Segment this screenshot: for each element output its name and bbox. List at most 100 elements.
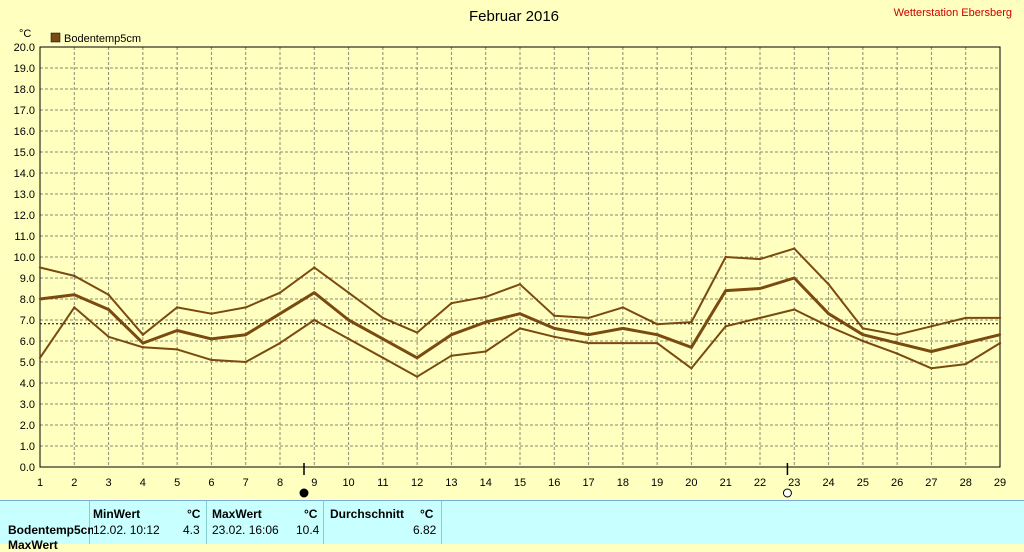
data-point-avg — [587, 333, 590, 336]
x-tick-label: 16 — [548, 477, 560, 489]
data-point-max — [484, 295, 487, 299]
data-point-min — [895, 352, 899, 355]
x-tick-label: 21 — [720, 477, 732, 489]
data-point-max — [793, 247, 796, 250]
stats-divider — [206, 501, 207, 544]
data-point-max — [930, 325, 933, 328]
x-tick-label: 26 — [891, 477, 903, 489]
data-point-avg — [655, 333, 659, 336]
data-point-avg — [690, 346, 693, 349]
data-point-min — [827, 325, 830, 328]
x-tick-label: 25 — [857, 477, 869, 489]
data-point-avg — [107, 308, 110, 311]
data-point-max — [347, 291, 350, 294]
data-point-max — [107, 293, 110, 296]
y-tick-label: 0.0 — [20, 462, 35, 474]
x-tick-label: 18 — [617, 477, 629, 489]
data-point-min — [210, 358, 213, 362]
y-tick-label: 12.0 — [14, 210, 35, 222]
max-time: 23.02. 16:06 — [212, 523, 279, 537]
data-point-min — [964, 362, 967, 366]
data-point-avg — [38, 297, 42, 301]
data-point-max — [73, 274, 76, 278]
data-point-avg — [861, 333, 865, 336]
max-unit: °C — [304, 507, 318, 521]
x-tick-label: 3 — [106, 477, 112, 489]
legend-swatch — [50, 32, 61, 43]
data-point-min — [244, 360, 247, 364]
x-tick-label: 1 — [37, 477, 43, 489]
data-point-max — [210, 312, 213, 315]
y-tick-label: 16.0 — [14, 126, 35, 138]
data-point-max — [895, 333, 899, 336]
data-point-avg — [930, 350, 933, 353]
data-point-max — [587, 316, 590, 320]
y-tick-label: 11.0 — [14, 231, 35, 243]
data-point-avg — [210, 337, 213, 341]
data-point-avg — [827, 312, 830, 315]
x-tick-label: 15 — [514, 477, 526, 489]
x-tick-label: 8 — [277, 477, 283, 489]
data-point-avg — [244, 333, 247, 336]
stats-divider — [89, 501, 90, 544]
x-tick-label: 13 — [445, 477, 457, 489]
data-point-min — [73, 306, 76, 309]
x-tick-label: 2 — [71, 477, 77, 489]
y-tick-label: 5.0 — [20, 357, 35, 369]
x-tick-label: 27 — [925, 477, 937, 489]
data-point-min — [758, 316, 762, 320]
data-point-max — [724, 255, 727, 259]
x-tick-label: 19 — [651, 477, 663, 489]
y-tick-label: 3.0 — [20, 399, 35, 411]
max-value: 10.4 — [296, 523, 320, 537]
data-point-max — [998, 316, 1002, 320]
data-point-avg — [450, 333, 453, 336]
y-tick-label: 14.0 — [14, 168, 35, 180]
data-point-avg — [415, 356, 419, 359]
data-point-max — [655, 323, 659, 326]
data-point-avg — [141, 341, 145, 345]
x-tick-label: 14 — [480, 477, 492, 489]
x-tick-label: 23 — [788, 477, 800, 489]
data-point-min — [655, 341, 659, 345]
x-tick-label: 24 — [822, 477, 834, 489]
data-point-max — [827, 283, 830, 286]
y-axis-unit: °C — [19, 28, 31, 40]
avg-unit: °C — [420, 507, 434, 521]
series-line-max — [39, 247, 1000, 336]
y-tick-label: 7.0 — [20, 315, 35, 327]
data-point-min — [484, 350, 487, 353]
min-header: MinWert — [93, 507, 141, 521]
data-point-max — [861, 327, 865, 330]
series-label: Bodentemp5cm — [8, 523, 93, 537]
y-tick-label: 6.0 — [20, 336, 35, 348]
data-point-min — [861, 339, 865, 343]
data-point-min — [347, 337, 350, 341]
min-time: 12.02. 10:12 — [93, 523, 160, 537]
data-point-min — [587, 341, 590, 345]
statistics-panel: MinWert °C MaxWert °C Durchschnitt °C Bo… — [0, 500, 1024, 552]
y-tick-label: 10.0 — [14, 252, 35, 264]
y-tick-label: 8.0 — [20, 294, 35, 306]
data-point-max — [621, 306, 625, 309]
stats-divider — [323, 501, 324, 544]
x-tick-label: 28 — [960, 477, 972, 489]
data-point-avg — [381, 337, 385, 341]
chart-title: Februar 2016 — [469, 8, 559, 25]
data-point-min — [621, 341, 625, 345]
data-point-min — [724, 325, 727, 328]
data-point-avg — [73, 293, 76, 296]
data-point-min — [415, 375, 419, 378]
data-point-avg — [518, 312, 522, 315]
data-point-min — [38, 356, 42, 359]
x-tick-label: 5 — [174, 477, 180, 489]
x-tick-label: 20 — [685, 477, 697, 489]
x-tick-label: 12 — [411, 477, 423, 489]
y-tick-label: 17.0 — [14, 105, 35, 117]
y-tick-label: 4.0 — [20, 378, 35, 390]
data-point-min — [381, 356, 385, 359]
data-point-min — [107, 335, 110, 338]
data-point-max — [415, 331, 419, 334]
data-point-avg — [313, 291, 316, 294]
min-unit: °C — [187, 507, 201, 521]
